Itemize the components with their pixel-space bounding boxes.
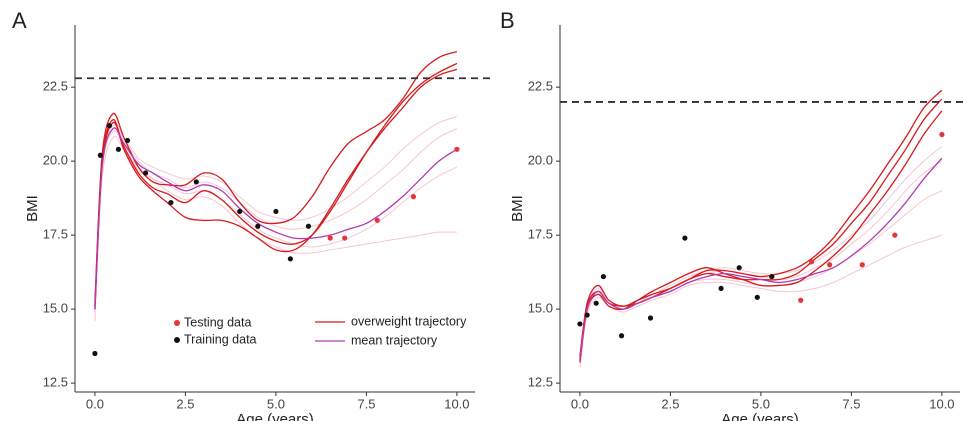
x-axis-title: Age (years) bbox=[721, 411, 799, 421]
trajectory-line bbox=[579, 145, 943, 357]
data-point bbox=[618, 333, 625, 339]
trajectory-line bbox=[579, 157, 943, 360]
data-point bbox=[115, 146, 122, 152]
x-tick-label: 10.0 bbox=[444, 396, 469, 411]
data-point bbox=[939, 131, 945, 138]
data-point bbox=[859, 262, 865, 268]
y-tick-label: 22.5 bbox=[528, 79, 553, 94]
data-point bbox=[577, 321, 583, 327]
data-point bbox=[593, 300, 599, 306]
data-point bbox=[255, 223, 261, 229]
trajectory-line bbox=[94, 127, 458, 310]
data-point bbox=[142, 170, 149, 176]
y-tick-label: 20.0 bbox=[43, 153, 68, 168]
data-point bbox=[327, 235, 333, 241]
x-tick-label: 10.0 bbox=[929, 396, 954, 411]
data-point bbox=[718, 285, 724, 292]
trajectory-line bbox=[579, 234, 943, 369]
data-point bbox=[584, 312, 590, 318]
y-axis-title: BMI bbox=[509, 195, 526, 222]
y-tick-label: 12.5 bbox=[528, 375, 553, 390]
x-tick-label: 2.5 bbox=[176, 396, 194, 411]
data-point bbox=[237, 208, 243, 215]
data-point bbox=[600, 273, 607, 280]
y-tick-label: 20.0 bbox=[528, 153, 553, 168]
trajectory-line bbox=[94, 68, 458, 307]
data-point bbox=[106, 123, 112, 129]
data-point bbox=[92, 350, 98, 357]
panel-label: B bbox=[500, 8, 515, 33]
panel: B 12.5 15.0 17.5 20.0 22.5 0.0 2.5 5.0 7.5 10.0 Age… bbox=[500, 8, 964, 421]
data-point bbox=[798, 297, 804, 303]
data-point bbox=[273, 208, 279, 215]
y-tick-label: 15.0 bbox=[528, 301, 553, 316]
y-axis-title: BMI bbox=[24, 195, 41, 222]
data-point bbox=[305, 223, 312, 229]
data-point bbox=[647, 315, 654, 321]
legend-label: overweight trajectory bbox=[351, 314, 467, 328]
data-point bbox=[410, 194, 417, 200]
legend-label: Training data bbox=[184, 332, 257, 346]
x-tick-label: 0.0 bbox=[86, 396, 104, 411]
data-point bbox=[97, 152, 103, 158]
x-tick-label: 7.5 bbox=[357, 396, 375, 411]
data-point bbox=[754, 294, 760, 300]
x-tick-label: 7.5 bbox=[842, 396, 860, 411]
y-tick-label: 12.5 bbox=[43, 375, 68, 390]
x-axis-title: Age (years) bbox=[236, 411, 314, 421]
x-tick-label: 5.0 bbox=[752, 396, 770, 411]
trajectory-line bbox=[94, 130, 458, 313]
y-tick-label: 15.0 bbox=[43, 301, 68, 316]
trajectory-line bbox=[579, 110, 943, 363]
data-point bbox=[342, 235, 348, 241]
x-tick-label: 0.0 bbox=[571, 396, 589, 411]
legend-marker bbox=[174, 337, 180, 343]
data-point bbox=[193, 179, 199, 185]
data-point bbox=[769, 273, 775, 280]
trajectory-line bbox=[94, 62, 458, 310]
panel-label: A bbox=[12, 8, 27, 33]
x-tick-label: 2.5 bbox=[661, 396, 679, 411]
y-tick-label: 17.5 bbox=[43, 227, 68, 242]
data-point bbox=[682, 235, 688, 241]
y-tick-label: 22.5 bbox=[43, 79, 68, 94]
data-point bbox=[287, 256, 293, 262]
data-point bbox=[454, 146, 460, 152]
x-tick-label: 5.0 bbox=[267, 396, 285, 411]
legend-marker bbox=[174, 320, 180, 326]
data-point bbox=[892, 232, 898, 238]
data-point bbox=[168, 199, 174, 206]
data-point bbox=[827, 262, 833, 268]
data-point bbox=[124, 137, 131, 144]
trajectory-line bbox=[94, 51, 458, 304]
trajectory-line bbox=[94, 135, 457, 321]
legend-label: Testing data bbox=[184, 315, 251, 329]
data-point bbox=[808, 259, 815, 265]
legend-label: mean trajectory bbox=[351, 333, 438, 347]
data-point bbox=[736, 265, 742, 271]
trajectory-line bbox=[94, 124, 458, 307]
y-tick-label: 17.5 bbox=[528, 227, 553, 242]
data-point bbox=[374, 217, 380, 223]
trajectory-line bbox=[94, 116, 458, 301]
panel: A 12.5 15.0 17.5 20.0 22.5 0.0 2.5 5.0 7.5 10.0 Age… bbox=[12, 8, 490, 421]
